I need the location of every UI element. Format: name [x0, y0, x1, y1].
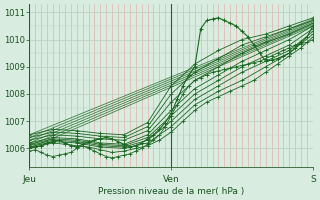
X-axis label: Pression niveau de la mer( hPa ): Pression niveau de la mer( hPa ): [98, 187, 244, 196]
